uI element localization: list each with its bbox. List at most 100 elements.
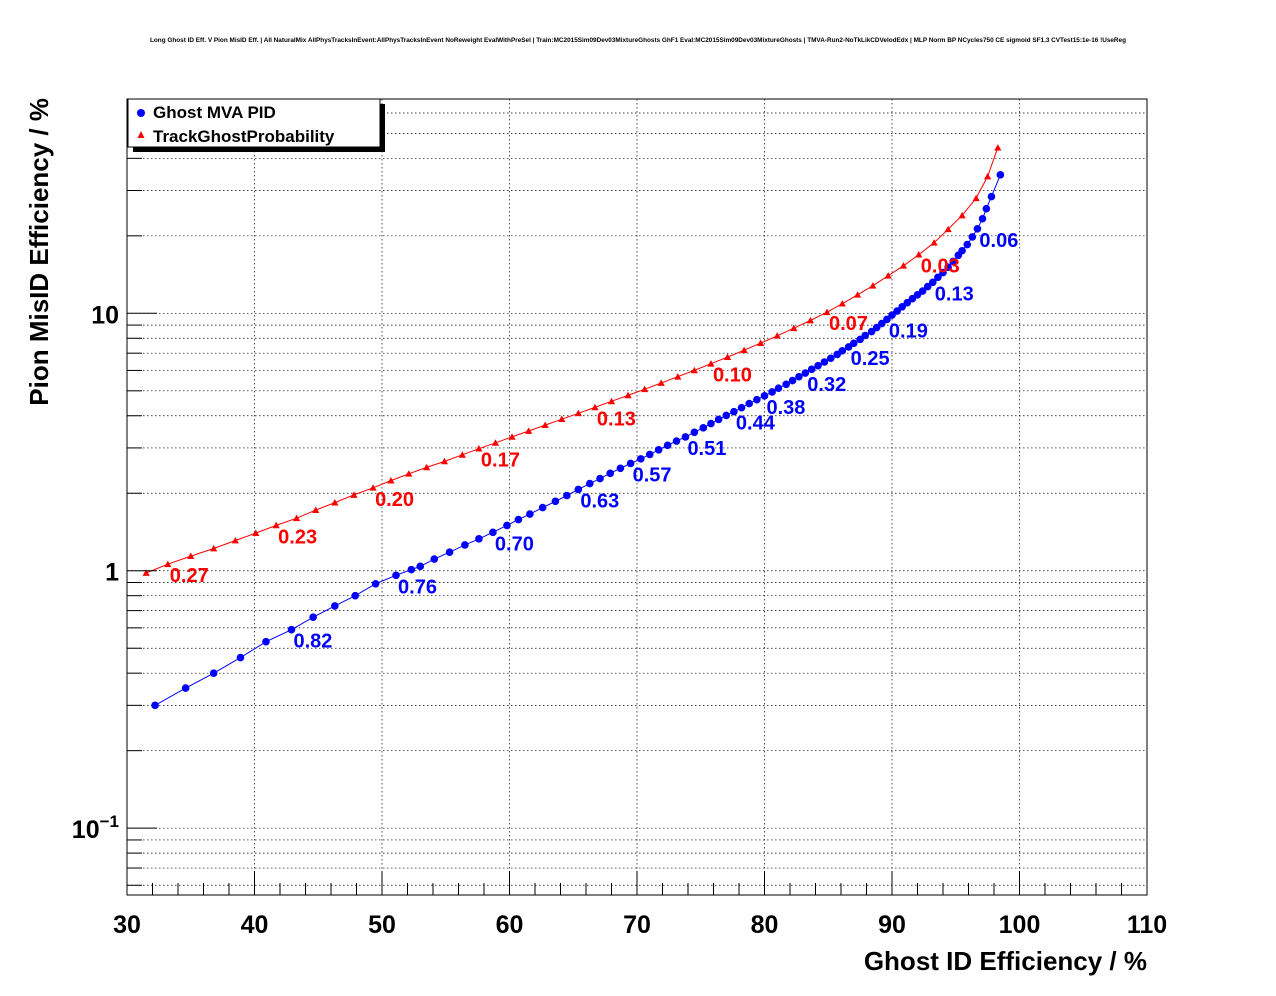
data-point-circle (563, 491, 571, 500)
data-point-circle (774, 384, 783, 392)
data-point-triangle (252, 529, 260, 536)
data-point-circle (782, 380, 790, 389)
data-point-circle (838, 347, 847, 355)
data-point-circle (768, 388, 776, 396)
data-point-triangle (915, 251, 923, 258)
data-point-circle (898, 302, 906, 311)
x-tick-label: 50 (368, 911, 396, 939)
data-point-triangle (369, 484, 377, 491)
cut-value-label: 0.63 (580, 490, 619, 512)
data-point-circle (475, 535, 483, 543)
data-point-triangle (525, 427, 533, 434)
y-axis-ticks: 10−1 1 10 (72, 112, 157, 886)
data-point-circle (351, 591, 360, 600)
x-tick-label: 90 (878, 911, 906, 939)
data-point-triangle (508, 433, 516, 440)
data-point-circle (807, 365, 816, 374)
data-point-circle (681, 433, 690, 441)
data-point-triangle (491, 439, 500, 446)
data-point-triangle (312, 506, 320, 513)
data-point-triangle (657, 379, 665, 386)
data-point-triangle (475, 445, 483, 452)
data-point-circle (949, 257, 957, 266)
data-point-circle (645, 450, 654, 459)
data-point-circle (489, 528, 497, 537)
data-point-triangle (272, 521, 280, 529)
data-point-triangle (972, 194, 980, 202)
data-point-triangle (387, 476, 395, 484)
data-point-circle (574, 485, 583, 494)
data-point-triangle (690, 366, 698, 374)
data-point-triangle (607, 397, 616, 405)
x-tick-label: 40 (241, 911, 269, 939)
data-point-triangle (853, 291, 862, 298)
data-point-triangle (884, 272, 892, 279)
series-line-0 (154, 174, 1001, 706)
data-point-circle (987, 192, 996, 201)
data-point-triangle (142, 569, 150, 576)
legend-marker-track-ghost-prob (137, 131, 145, 138)
data-point-triangle (723, 353, 732, 360)
data-point-triangle (210, 544, 218, 552)
data-point-circle (392, 571, 400, 580)
data-point-triangle (164, 560, 172, 568)
cut-value-label: 0.06 (979, 230, 1018, 252)
data-point-triangle (558, 415, 566, 423)
legend-label-track-ghost-prob: TrackGhostProbability (153, 127, 335, 146)
data-point-circle (461, 541, 469, 549)
data-point-circle (309, 613, 317, 621)
data-point-circle (331, 602, 339, 610)
data-point-circle (371, 579, 380, 588)
data-point-triangle (331, 498, 339, 506)
data-point-triangle (944, 225, 952, 233)
data-point-triangle (806, 316, 814, 324)
data-point-triangle (823, 308, 831, 316)
data-point-circle (745, 399, 753, 408)
data-point-triangle (574, 409, 582, 417)
data-point-triangle (958, 211, 966, 219)
data-point-circle (918, 287, 927, 295)
data-point-circle (672, 437, 681, 445)
data-point-circle (978, 214, 987, 223)
data-point-circle (820, 358, 829, 366)
cut-value-label: 0.51 (687, 438, 726, 460)
data-point-triangle (440, 457, 449, 465)
data-point-circle (707, 419, 715, 428)
data-point-circle (730, 407, 738, 416)
data-point-circle (801, 369, 810, 377)
legend-marker-ghost-mva (137, 109, 145, 117)
x-tick-label: 100 (999, 911, 1041, 939)
data-point-circle (654, 445, 663, 454)
data-point-circle (968, 233, 977, 241)
data-point-triangle (458, 451, 466, 458)
data-point-circle (737, 403, 746, 412)
cut-value-label: 0.17 (481, 450, 520, 472)
data-point-triangle (869, 282, 877, 289)
x-tick-label: 70 (623, 911, 651, 939)
cut-value-label: 0.07 (829, 313, 868, 335)
cut-value-label: 0.76 (398, 576, 437, 598)
x-axis-title: Ghost ID Efficiency / % (864, 946, 1147, 976)
x-tick-label: 80 (751, 911, 779, 939)
data-point-circle (939, 268, 947, 277)
x-axis-ticks: 30 40 50 60 70 80 90 100 110 (113, 871, 1167, 939)
data-point-circle (788, 376, 797, 385)
data-point-circle (445, 548, 454, 557)
data-point-triangle (292, 514, 301, 522)
data-point-circle (606, 469, 615, 478)
data-point-circle (893, 307, 901, 315)
x-tick-label: 60 (496, 911, 524, 939)
y-axis-title: Pion MisID Efficiency / % (24, 98, 54, 406)
cut-value-label: 0.23 (278, 526, 317, 548)
data-point-circle (699, 424, 708, 432)
data-point-triangle (405, 470, 413, 477)
data-point-circle (236, 653, 245, 662)
y-tick-label: 10 (91, 301, 119, 329)
data-point-triangle (757, 339, 765, 346)
data-point-triangle (423, 463, 431, 471)
data-point-circle (958, 246, 966, 255)
data-point-circle (690, 428, 699, 437)
data-point-circle (722, 411, 731, 420)
cut-value-label: 0.20 (375, 489, 414, 511)
